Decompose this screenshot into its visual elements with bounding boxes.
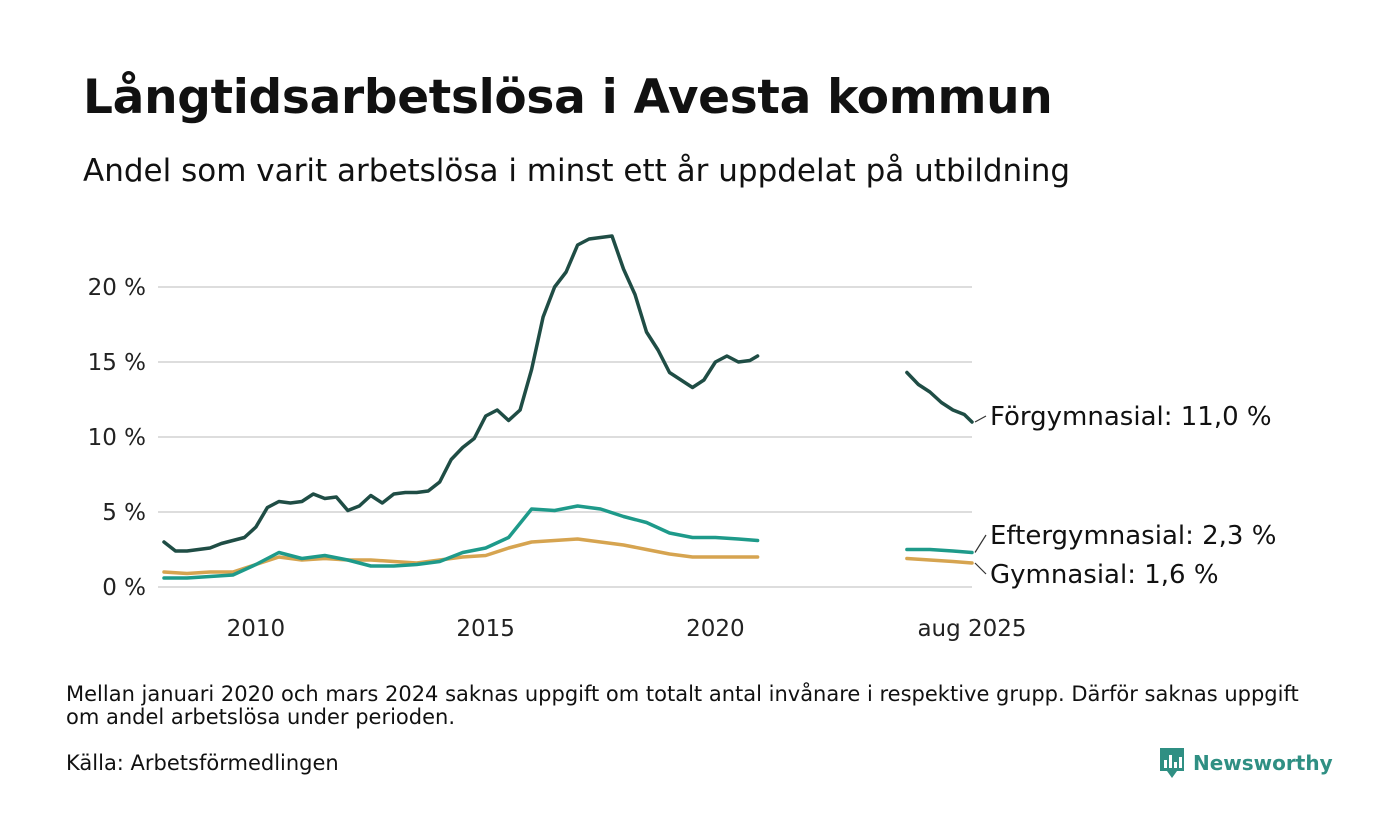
y-tick-label: 15 % <box>88 350 146 376</box>
source-text: Källa: Arbetsförmedlingen <box>66 751 339 775</box>
footnote: Mellan januari 2020 och mars 2024 saknas… <box>66 682 1299 729</box>
series-end-label: Förgymnasial: 11,0 % <box>990 402 1272 432</box>
y-tick-label: 0 % <box>102 575 146 601</box>
brand-name: Newsworthy <box>1193 751 1333 775</box>
line-chart: 0 %5 %10 %15 %20 % 2010 2015 2020 aug 2025 … <box>88 234 1276 642</box>
chart-title: Långtidsarbetslösa i Avesta kommun <box>83 70 1053 125</box>
series-lines <box>162 234 974 580</box>
series-line-eftergymnasial <box>162 504 974 580</box>
series-end-label: Eftergymnasial: 2,3 % <box>990 521 1276 551</box>
label-leader-line <box>974 534 987 553</box>
x-tick-label: 2020 <box>686 616 745 642</box>
series-line-gymnasial <box>162 537 974 576</box>
x-axis-labels: 2010 2015 2020 aug 2025 <box>227 616 1027 642</box>
x-tick-label: aug 2025 <box>917 616 1026 642</box>
label-leader-line <box>974 415 987 423</box>
newsworthy-chart-bubble-icon <box>1160 748 1184 778</box>
x-tick-label: 2010 <box>227 616 286 642</box>
y-tick-label: 5 % <box>102 500 146 526</box>
y-tick-label: 10 % <box>88 425 146 451</box>
chart-subtitle: Andel som varit arbetslösa i minst ett å… <box>83 153 1071 189</box>
y-tick-label: 20 % <box>88 275 146 301</box>
brand-logo[interactable]: Newsworthy <box>1158 746 1333 780</box>
x-tick-label: 2015 <box>456 616 515 642</box>
grid-lines <box>158 286 972 588</box>
series-line-forgymnasial <box>162 234 974 553</box>
y-axis-labels: 0 % 5 % 10 % 15 % 20 % <box>88 275 146 601</box>
series-end-labels: Förgymnasial: 11,0 % Eftergymnasial: 2,3 … <box>974 402 1276 590</box>
label-leader-line <box>974 562 987 575</box>
series-end-label: Gymnasial: 1,6 % <box>990 560 1219 590</box>
